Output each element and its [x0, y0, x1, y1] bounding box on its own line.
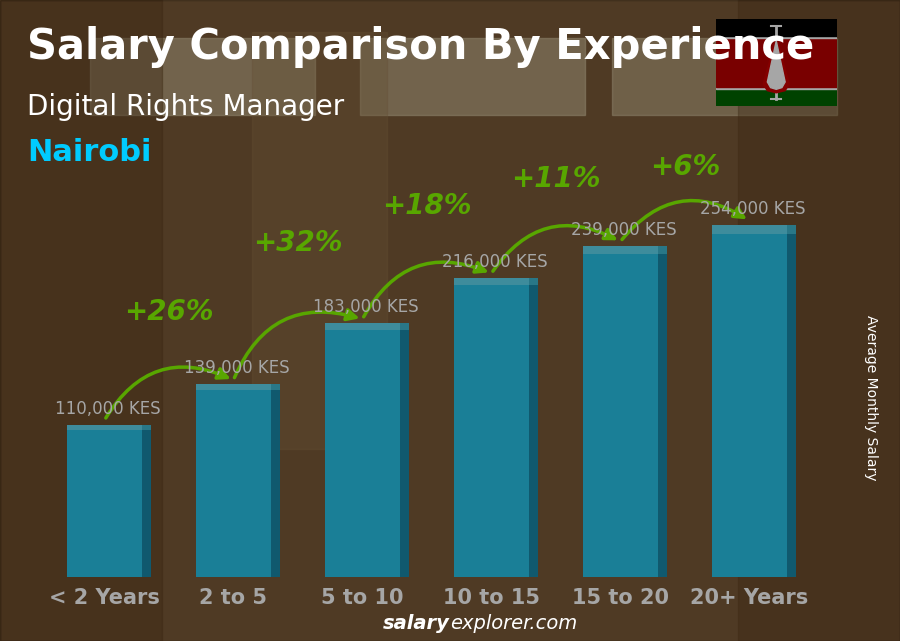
Bar	[712, 225, 787, 577]
Text: 216,000 KES: 216,000 KES	[443, 253, 548, 271]
Bar	[658, 246, 667, 577]
FancyArrowPatch shape	[235, 310, 356, 378]
Text: +18%: +18%	[382, 192, 472, 220]
Bar	[529, 278, 538, 577]
Text: salary: salary	[383, 614, 450, 633]
Bar	[67, 424, 142, 577]
Text: Average Monthly Salary: Average Monthly Salary	[863, 315, 878, 480]
Bar	[400, 323, 409, 329]
Bar	[716, 89, 837, 106]
Text: +11%: +11%	[511, 165, 600, 194]
Bar	[142, 424, 151, 577]
Text: +26%: +26%	[124, 298, 213, 326]
Bar	[658, 246, 667, 254]
Bar	[325, 323, 400, 577]
Bar	[196, 385, 271, 577]
Text: 254,000 KES: 254,000 KES	[700, 200, 806, 218]
Bar	[271, 385, 280, 577]
Bar	[787, 225, 796, 234]
Bar	[67, 424, 142, 430]
Bar	[712, 225, 787, 234]
Bar	[716, 38, 837, 87]
Text: Nairobi: Nairobi	[27, 138, 151, 167]
Text: 139,000 KES: 139,000 KES	[184, 360, 290, 378]
Text: 239,000 KES: 239,000 KES	[572, 221, 677, 239]
Bar	[400, 323, 409, 577]
Bar	[583, 246, 658, 254]
Bar	[716, 87, 837, 89]
Polygon shape	[768, 41, 785, 89]
Bar	[787, 225, 796, 577]
Bar	[716, 19, 837, 36]
Text: +32%: +32%	[253, 229, 343, 257]
Text: 183,000 KES: 183,000 KES	[313, 299, 419, 317]
Bar	[529, 278, 538, 285]
Bar	[583, 246, 658, 577]
Bar	[196, 385, 271, 390]
Text: Digital Rights Manager: Digital Rights Manager	[27, 93, 344, 121]
FancyArrowPatch shape	[364, 262, 485, 317]
FancyArrowPatch shape	[493, 226, 615, 271]
Bar	[271, 385, 280, 390]
Text: Salary Comparison By Experience: Salary Comparison By Experience	[27, 26, 814, 68]
Bar	[142, 424, 151, 430]
Text: +6%: +6%	[650, 153, 720, 181]
Text: explorer.com: explorer.com	[450, 614, 577, 633]
Bar	[325, 323, 400, 329]
Bar	[716, 36, 837, 38]
FancyArrowPatch shape	[106, 367, 228, 418]
Polygon shape	[763, 37, 789, 93]
Bar	[454, 278, 528, 285]
Text: 110,000 KES: 110,000 KES	[56, 399, 161, 417]
FancyArrowPatch shape	[622, 201, 743, 240]
Bar	[454, 278, 528, 577]
